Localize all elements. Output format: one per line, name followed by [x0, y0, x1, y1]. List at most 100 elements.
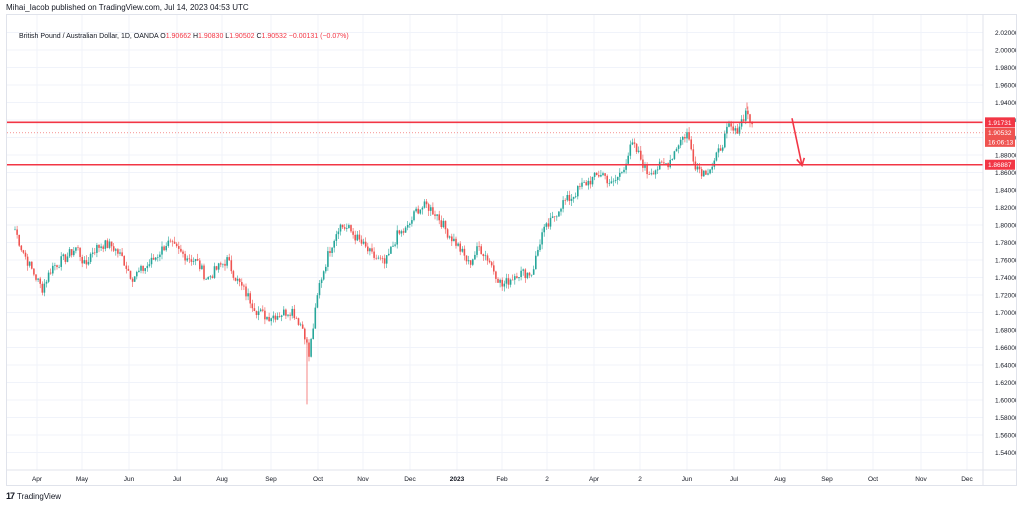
candle-body: [532, 269, 535, 275]
candle-body: [478, 246, 480, 247]
candle-body: [196, 259, 199, 261]
candle-body: [201, 265, 203, 270]
candle-body: [270, 318, 272, 322]
x-tick-label: Nov: [915, 476, 927, 483]
close-label: C: [256, 33, 262, 40]
candle-body: [742, 119, 745, 121]
arrow-shaft[interactable]: [791, 118, 803, 166]
candle-body: [268, 316, 270, 322]
candle-body: [320, 279, 323, 284]
candle-body: [348, 225, 350, 228]
y-tick-label: 1.60000: [995, 398, 1016, 405]
candle-body: [31, 261, 33, 269]
candle-body: [41, 283, 44, 293]
candle-body: [49, 272, 52, 274]
level-price-badge: [985, 159, 1015, 170]
candle-body: [444, 220, 447, 230]
candle-body: [245, 286, 247, 297]
candle-body: [108, 241, 111, 248]
candle-body: [104, 240, 107, 249]
candle-body: [73, 250, 75, 256]
candle-body: [352, 231, 354, 235]
candle-body: [276, 316, 279, 320]
candle-body: [388, 253, 390, 256]
candle-body: [392, 245, 394, 247]
candle-body: [530, 274, 533, 276]
price-chart[interactable]: 2.020002.000001.980001.960001.940001.920…: [7, 15, 1016, 485]
candle-body: [411, 220, 413, 224]
candle-body: [54, 265, 56, 266]
candle-body: [182, 251, 184, 254]
candle-body: [52, 265, 54, 274]
candle-body: [705, 170, 707, 175]
candle-body: [595, 172, 598, 176]
candle-body: [736, 128, 739, 134]
candle-body: [486, 255, 489, 261]
x-tick-label: Feb: [496, 476, 508, 483]
candle-body: [625, 163, 627, 170]
candle-body: [585, 182, 587, 186]
candle-body: [259, 309, 262, 312]
candle-body: [579, 185, 581, 187]
low-value: 1.90502: [229, 33, 255, 40]
candle-body: [679, 139, 682, 146]
candle-body: [356, 234, 359, 241]
candle-body: [448, 236, 451, 238]
candle-body: [77, 247, 79, 248]
candle-body: [677, 145, 680, 149]
candle-body: [161, 246, 163, 255]
candle-body: [339, 224, 342, 232]
candle-body: [717, 148, 720, 153]
price-axis[interactable]: 2.020002.000001.980001.960001.940001.920…: [995, 30, 1016, 457]
candle-body: [406, 225, 409, 228]
candle-body: [432, 207, 434, 215]
candle-body: [589, 180, 592, 185]
x-tick-label: Sep: [265, 476, 277, 483]
x-tick-label: Jun: [124, 476, 135, 483]
candle-body: [24, 252, 27, 257]
y-tick-label: 1.96000: [995, 83, 1016, 90]
candle-body: [455, 238, 457, 246]
candle-body: [526, 272, 529, 279]
candle-body: [696, 166, 699, 170]
candle-body: [591, 176, 594, 185]
time-axis[interactable]: Apr May Jun Jul Aug Sep Oct Nov Dec 2023 Feb 2 Apr 2 J…: [32, 476, 974, 483]
tradingview-logo[interactable]: 17 TradingView: [6, 491, 61, 501]
y-tick-label: 1.76000: [995, 258, 1016, 265]
candle-body: [310, 339, 312, 357]
candle-body: [343, 227, 346, 229]
candle-body: [318, 283, 321, 296]
bar-countdown-label: 16:06:13: [988, 139, 1014, 146]
arrow-head[interactable]: [796, 157, 806, 168]
candle-body: [465, 255, 468, 262]
candle-body: [238, 278, 241, 283]
candle-body: [215, 266, 218, 270]
candle-body: [467, 260, 470, 262]
candle-body: [547, 223, 550, 227]
candle-body: [509, 279, 512, 285]
candle-body: [518, 277, 520, 279]
high-label: H: [192, 33, 199, 40]
x-tick-label: Apr: [32, 476, 43, 483]
y-tick-label: 1.78000: [995, 240, 1016, 247]
horizontal-levels[interactable]: [7, 121, 983, 166]
open-value: 1.90662: [165, 33, 192, 40]
projection-arrow[interactable]: [791, 118, 806, 168]
candle-body: [612, 180, 615, 182]
candle-body: [640, 150, 642, 160]
candle-body: [68, 249, 71, 257]
close-value: 1.90532: [261, 33, 287, 40]
candle-body: [606, 175, 608, 184]
candle-body: [295, 318, 298, 319]
candle-body: [684, 136, 686, 139]
candle-body: [169, 240, 172, 242]
candle-body: [262, 309, 264, 311]
level-price-label: 1.91731: [988, 120, 1012, 127]
candle-body: [556, 216, 558, 218]
candle-body: [224, 263, 226, 266]
candle-body: [14, 229, 16, 231]
candle-body: [577, 185, 579, 197]
candle-body: [673, 151, 676, 159]
change-value: −0.00131 (−0.07%): [288, 33, 349, 40]
candle-body: [180, 248, 182, 252]
